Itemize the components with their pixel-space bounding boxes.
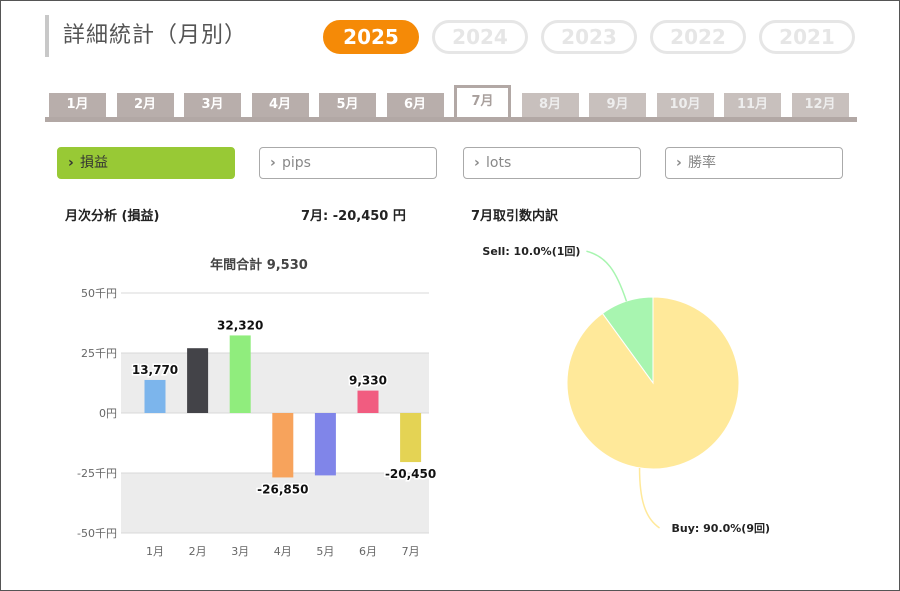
chevron-right-icon: ›	[474, 155, 480, 171]
metric-tab-label: pips	[282, 155, 311, 171]
metric-tab-winrate[interactable]: › 勝率	[665, 147, 843, 179]
month-tab-7[interactable]: 7月	[454, 85, 511, 117]
year-tab-2025[interactable]: 2025	[323, 20, 419, 54]
bar-1月	[144, 379, 166, 413]
x-tick-label: 3月	[231, 545, 249, 558]
page-title: 詳細統計（月別）	[45, 15, 247, 57]
month-tab-12[interactable]: 12月	[791, 93, 849, 117]
month-tab-6[interactable]: 6月	[386, 93, 444, 117]
bar-6月	[357, 390, 379, 413]
bar-data-label: 9,330	[349, 374, 387, 388]
month-tab-5[interactable]: 5月	[319, 93, 376, 117]
pie-label-sell: Sell: 10.0%(1回)	[482, 244, 580, 258]
bar-4月	[272, 413, 294, 478]
metric-tab-pnl[interactable]: › 損益	[57, 147, 235, 179]
y-tick-label: -25千円	[77, 467, 117, 480]
month-tab-10[interactable]: 10月	[656, 93, 714, 117]
month-tab-bar: 1月 2月 3月 4月 5月 6月 7月 8月 9月 10月 11月 12月	[45, 85, 857, 122]
chevron-right-icon: ›	[676, 155, 682, 171]
monthly-pnl-bar-chart: 年間合計 9,530 50千円 25千円 0円 -25千円 -50千円 13,770 1月 2月…	[77, 257, 438, 558]
pie-connector-buy	[638, 467, 660, 529]
year-tabs: 2025 2024 2023 2022 2021	[323, 20, 868, 54]
month-tab-1[interactable]: 1月	[49, 93, 106, 117]
bar-data-label: -20,450	[385, 467, 436, 481]
bar-data-label: 13,770	[132, 363, 178, 377]
bar-7月	[400, 413, 422, 463]
year-tab-2023[interactable]: 2023	[541, 20, 637, 54]
month-tab-9[interactable]: 9月	[589, 93, 646, 117]
month-tab-underline	[45, 117, 857, 122]
bar-data-label: 32,320	[217, 318, 263, 332]
y-tick-label: 50千円	[81, 287, 117, 300]
chevron-right-icon: ›	[270, 155, 276, 171]
x-tick-label: 6月	[359, 545, 377, 558]
month-tab-11[interactable]: 11月	[724, 93, 781, 117]
bar-data-label: -26,850	[257, 482, 308, 496]
pie-connector-sell	[586, 250, 628, 302]
chart-title: 年間合計 9,530	[210, 257, 308, 273]
year-tab-2022[interactable]: 2022	[650, 20, 746, 54]
month-tab-2[interactable]: 2月	[116, 93, 174, 117]
metric-tab-label: lots	[486, 155, 512, 171]
metric-tab-pips[interactable]: › pips	[259, 147, 437, 179]
x-tick-label: 7月	[402, 545, 420, 558]
y-tick-label: 0円	[99, 407, 117, 420]
metric-tab-label: 損益	[80, 155, 108, 171]
chevron-right-icon: ›	[68, 155, 74, 171]
x-tick-label: 4月	[274, 545, 292, 558]
trade-breakdown-pie-chart: Sell: 10.0%(1回) Buy: 90.0%(9回)	[482, 244, 770, 535]
metric-tab-label: 勝率	[688, 155, 716, 171]
month-tab-4[interactable]: 4月	[251, 93, 309, 117]
month-value-summary: 7月: -20,450 円	[301, 209, 406, 224]
bar-2月	[187, 348, 209, 413]
x-tick-label: 5月	[316, 545, 334, 558]
y-tick-label: 25千円	[81, 347, 117, 360]
trade-breakdown-heading: 7月取引数内訳	[471, 209, 559, 224]
bar-5月	[314, 413, 336, 476]
y-tick-label: -50千円	[77, 527, 117, 540]
month-tab-8[interactable]: 8月	[521, 93, 579, 117]
x-tick-label: 2月	[189, 545, 207, 558]
metric-tab-lots[interactable]: › lots	[463, 147, 641, 179]
monthly-analysis-heading: 月次分析 (損益)	[65, 209, 160, 224]
pie-label-buy: Buy: 90.0%(9回)	[672, 521, 770, 535]
year-tab-2021[interactable]: 2021	[759, 20, 855, 54]
pie-slice-buy	[566, 296, 740, 470]
month-tab-3[interactable]: 3月	[184, 93, 241, 117]
bar-3月	[229, 335, 251, 413]
plot-band	[121, 473, 429, 533]
year-tab-2024[interactable]: 2024	[432, 20, 528, 54]
x-tick-label: 1月	[146, 545, 164, 558]
